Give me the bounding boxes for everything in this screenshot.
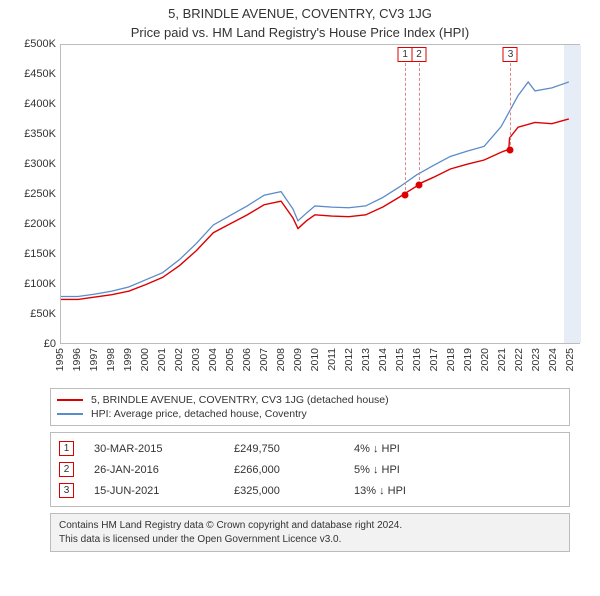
title-line2: Price paid vs. HM Land Registry's House …	[0, 25, 600, 40]
sale-price: £249,750	[234, 443, 354, 455]
x-tick-label: 2007	[258, 348, 270, 371]
x-tick-label: 2017	[428, 348, 440, 371]
title-line1: 5, BRINDLE AVENUE, COVENTRY, CV3 1JG	[0, 6, 600, 21]
y-tick-label: £150K	[24, 248, 56, 260]
x-tick-label: 2014	[377, 348, 389, 371]
x-tick-label: 2011	[326, 348, 338, 371]
x-tick-label: 2012	[343, 348, 355, 371]
x-tick-label: 1999	[122, 348, 134, 371]
x-tick-label: 2018	[445, 348, 457, 371]
sale-relative-hpi: 5% ↓ HPI	[354, 464, 561, 476]
y-tick-label: £400K	[24, 98, 56, 110]
line-layer	[61, 45, 579, 343]
sale-price: £325,000	[234, 485, 354, 497]
x-tick-label: 2003	[190, 348, 202, 371]
sale-marker-dot	[416, 182, 423, 189]
chart-area: £0£50K£100K£150K£200K£250K£300K£350K£400…	[10, 44, 590, 384]
sale-row-marker: 1	[59, 441, 74, 456]
chart-title-block: 5, BRINDLE AVENUE, COVENTRY, CV3 1JG Pri…	[0, 6, 600, 40]
legend-item: 5, BRINDLE AVENUE, COVENTRY, CV3 1JG (de…	[57, 393, 563, 407]
x-tick-label: 2009	[292, 348, 304, 371]
attribution-footer: Contains HM Land Registry data © Crown c…	[50, 513, 570, 552]
sale-relative-hpi: 13% ↓ HPI	[354, 485, 561, 497]
x-axis-labels: 1995199619971998199920002001200220032004…	[60, 348, 580, 382]
y-tick-label: £300K	[24, 158, 56, 170]
y-tick-label: £100K	[24, 278, 56, 290]
x-tick-label: 1996	[71, 348, 83, 371]
x-tick-label: 1995	[54, 348, 66, 371]
y-tick-label: £450K	[24, 68, 56, 80]
y-tick-label: £500K	[24, 38, 56, 50]
sale-row-marker: 2	[59, 462, 74, 477]
x-tick-label: 2021	[496, 348, 508, 371]
x-tick-label: 2019	[462, 348, 474, 371]
x-tick-label: 2025	[564, 348, 576, 371]
sale-date: 15-JUN-2021	[94, 485, 234, 497]
legend: 5, BRINDLE AVENUE, COVENTRY, CV3 1JG (de…	[50, 388, 570, 426]
sale-row: 3 15-JUN-2021£325,00013% ↓ HPI	[59, 480, 561, 501]
legend-item: HPI: Average price, detached house, Cove…	[57, 407, 563, 421]
x-tick-label: 2005	[224, 348, 236, 371]
x-tick-label: 1997	[88, 348, 100, 371]
x-tick-label: 2002	[173, 348, 185, 371]
sale-marker-dot	[402, 192, 409, 199]
x-tick-label: 2013	[360, 348, 372, 371]
series-line	[61, 82, 569, 297]
sale-row: 2 26-JAN-2016£266,0005% ↓ HPI	[59, 459, 561, 480]
y-tick-label: £50K	[30, 308, 56, 320]
legend-swatch	[57, 399, 83, 401]
x-tick-label: 2006	[241, 348, 253, 371]
x-tick-label: 2004	[207, 348, 219, 371]
sale-date: 30-MAR-2015	[94, 443, 234, 455]
x-tick-label: 2022	[513, 348, 525, 371]
sale-row: 1 30-MAR-2015£249,7504% ↓ HPI	[59, 438, 561, 459]
sale-marker-box: 2	[412, 47, 427, 62]
legend-label: 5, BRINDLE AVENUE, COVENTRY, CV3 1JG (de…	[91, 394, 389, 406]
sale-row-marker: 3	[59, 483, 74, 498]
sale-price: £266,000	[234, 464, 354, 476]
x-tick-label: 2015	[394, 348, 406, 371]
y-tick-label: £200K	[24, 218, 56, 230]
x-tick-label: 2008	[275, 348, 287, 371]
sale-date: 26-JAN-2016	[94, 464, 234, 476]
y-tick-label: £250K	[24, 188, 56, 200]
x-tick-label: 2024	[547, 348, 559, 371]
sale-relative-hpi: 4% ↓ HPI	[354, 443, 561, 455]
y-tick-label: £350K	[24, 128, 56, 140]
x-tick-label: 2001	[156, 348, 168, 371]
footer-line1: Contains HM Land Registry data © Crown c…	[59, 519, 561, 533]
sale-marker-line	[510, 63, 511, 150]
legend-label: HPI: Average price, detached house, Cove…	[91, 408, 307, 420]
x-tick-label: 2010	[309, 348, 321, 371]
y-axis-labels: £0£50K£100K£150K£200K£250K£300K£350K£400…	[10, 44, 58, 344]
sale-marker-box: 1	[398, 47, 413, 62]
x-tick-label: 2020	[479, 348, 491, 371]
x-tick-label: 2023	[530, 348, 542, 371]
plot-region: 12 3	[60, 44, 580, 344]
x-tick-label: 2000	[139, 348, 151, 371]
footer-line2: This data is licensed under the Open Gov…	[59, 533, 561, 547]
series-line	[61, 119, 569, 300]
legend-swatch	[57, 413, 83, 415]
sale-marker-line	[405, 63, 406, 195]
sales-table: 1 30-MAR-2015£249,7504% ↓ HPI 2 26-JAN-2016…	[50, 432, 570, 507]
x-tick-label: 2016	[411, 348, 423, 371]
sale-marker-dot	[507, 147, 514, 154]
sale-marker-line	[419, 63, 420, 185]
sale-marker-box: 3	[503, 47, 518, 62]
x-tick-label: 1998	[105, 348, 117, 371]
